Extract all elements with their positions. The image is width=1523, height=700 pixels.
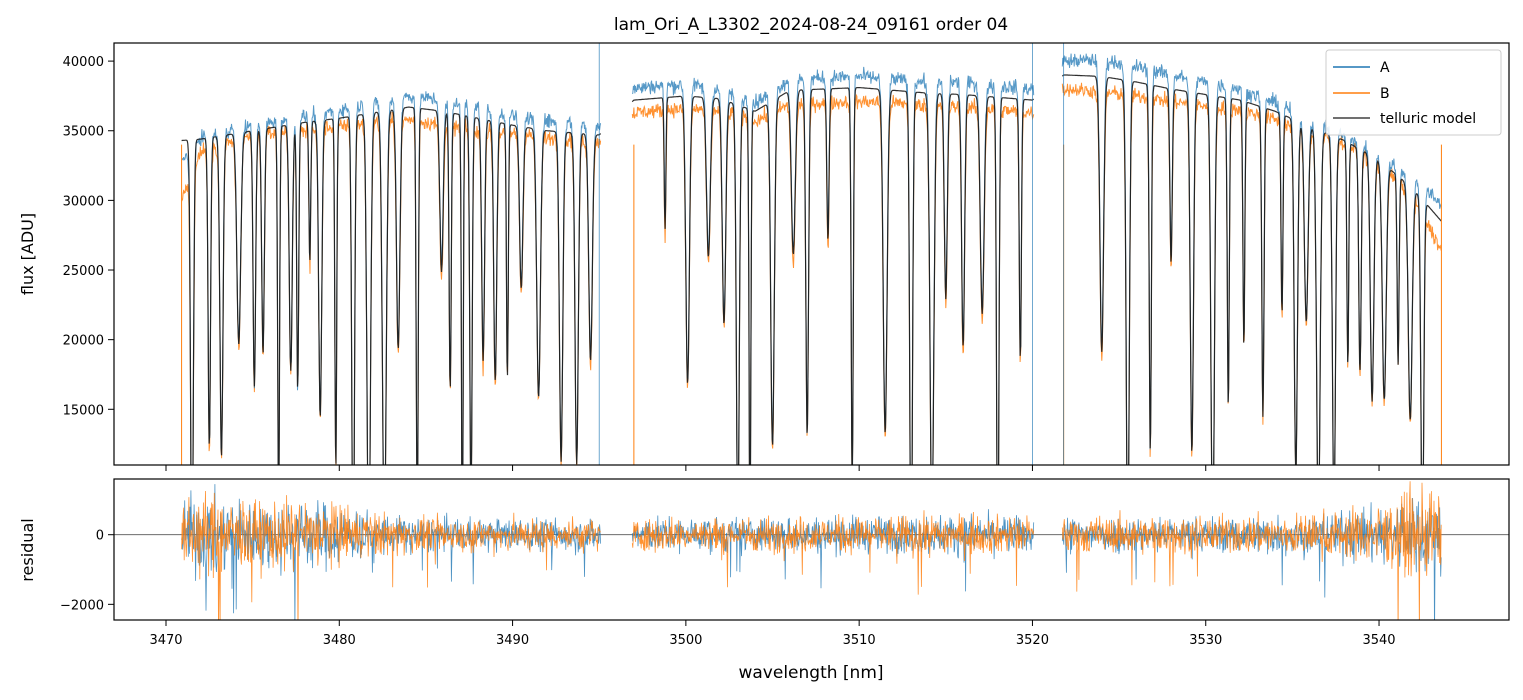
legend-entry-telluric-model: telluric model	[1333, 111, 1476, 127]
residual-y-axis: −2000 0	[60, 529, 114, 613]
residual-panel-frame	[113, 478, 1510, 621]
residual-x-axis: 3470 3480 3490 3500 3510 3520 3530 3540	[149, 620, 1396, 648]
residual-b-line	[181, 481, 1442, 620]
residual-y-tick-label: −2000	[60, 598, 104, 613]
legend-box	[1325, 49, 1502, 136]
residual-y-tick-label: 0	[96, 529, 104, 544]
x-tick-label: 3540	[1362, 633, 1395, 648]
flux-x-ticks	[165, 465, 1380, 471]
flux-plot-area	[181, 43, 1442, 465]
residual-plot-area	[114, 481, 1509, 620]
legend: A B telluric model	[1325, 49, 1502, 136]
residual-y-label: residual	[18, 518, 37, 581]
telluric-model-line	[181, 74, 1442, 465]
flux-y-tick-label: 35000	[63, 125, 104, 140]
legend-label-a: A	[1380, 60, 1390, 76]
legend-label-b: B	[1380, 86, 1390, 102]
legend-entry-b: B	[1333, 86, 1390, 102]
flux-panel: 15000 20000 25000 30000 35000 40000 flux [ADU…	[18, 42, 1510, 471]
flux-y-label: flux [ADU]	[18, 213, 37, 295]
residual-panel: −20000 3470 3480 3490 3500 3510 3520 3530 3540 …	[18, 478, 1510, 648]
x-tick-label: 3490	[496, 633, 529, 648]
x-tick-label: 3510	[843, 633, 876, 648]
x-tick-label: 3500	[669, 633, 702, 648]
x-axis-label: wavelength [nm]	[738, 663, 883, 683]
flux-y-tick-label: 25000	[63, 264, 104, 279]
flux-panel-frame	[113, 42, 1510, 466]
x-tick-label: 3470	[149, 633, 182, 648]
flux-y-tick-label: 30000	[63, 194, 104, 209]
flux-y-tick-label: 20000	[63, 334, 104, 349]
legend-entry-a: A	[1333, 60, 1390, 76]
x-tick-label: 3480	[323, 633, 356, 648]
flux-y-tick-label: 40000	[63, 55, 104, 70]
chart-title: lam_Ori_A_L3302_2024-08-24_09161 order 0…	[614, 15, 1008, 35]
legend-label-telluric-model: telluric model	[1380, 111, 1476, 127]
flux-y-tick-label: 15000	[63, 403, 104, 418]
x-tick-label: 3520	[1016, 633, 1049, 648]
flux-y-axis: 15000 20000 25000 30000 35000 40000	[63, 55, 114, 418]
x-tick-label: 3530	[1189, 633, 1222, 648]
